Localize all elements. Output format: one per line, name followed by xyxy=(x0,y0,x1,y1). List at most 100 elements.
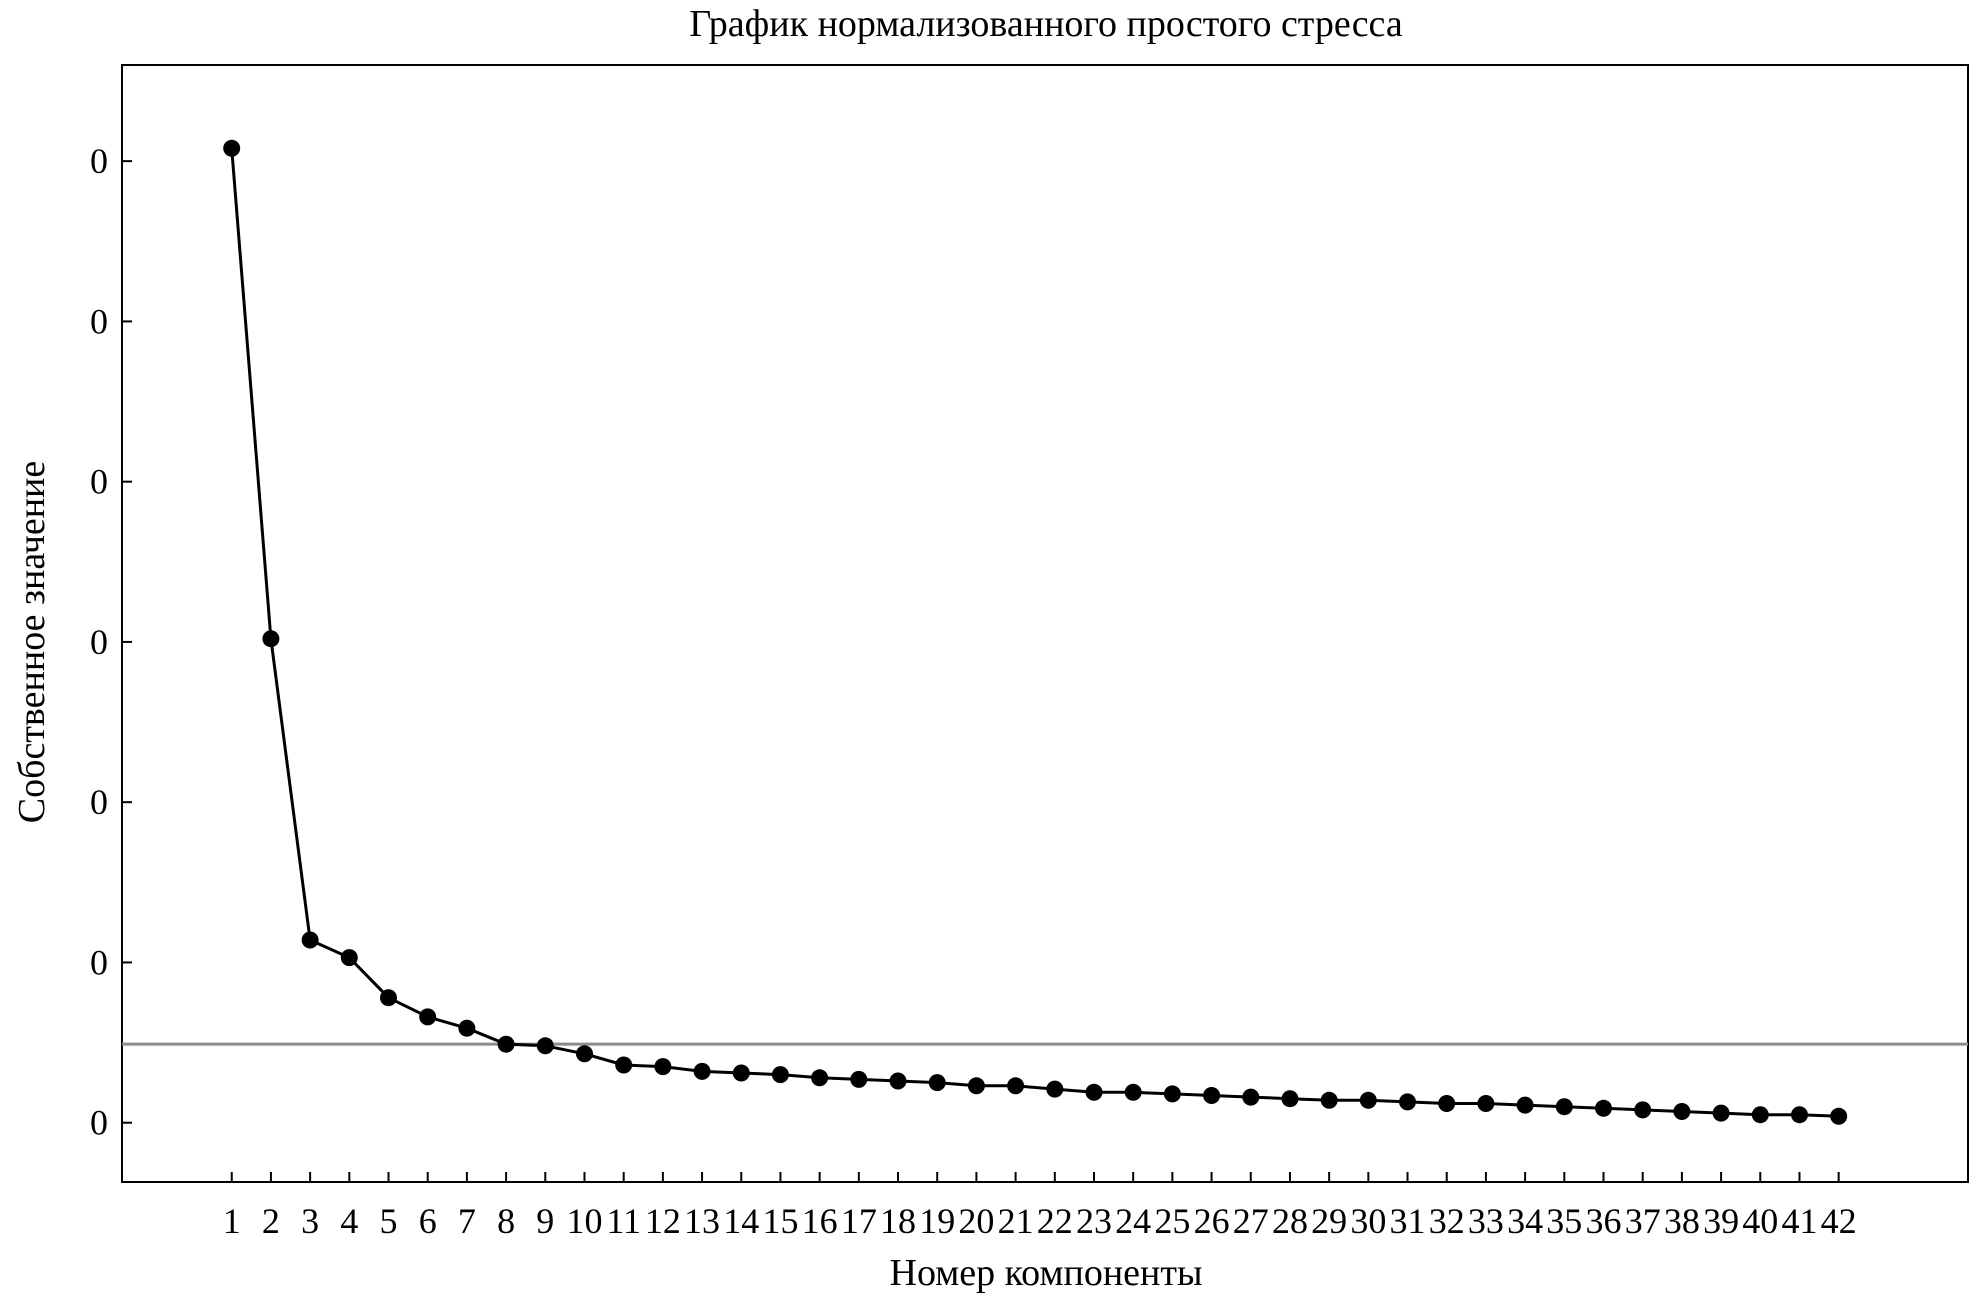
x-tick-label: 34 xyxy=(1507,1201,1543,1241)
data-point xyxy=(1673,1103,1691,1120)
x-tick-label: 32 xyxy=(1429,1201,1465,1241)
x-tick-label: 5 xyxy=(380,1201,398,1241)
data-point xyxy=(1516,1096,1534,1114)
data-point xyxy=(1751,1106,1769,1124)
x-tick-label: 36 xyxy=(1586,1201,1622,1241)
data-point xyxy=(458,1019,476,1037)
data-point xyxy=(223,139,241,157)
data-point xyxy=(811,1069,829,1087)
data-point xyxy=(1830,1107,1848,1125)
data-point xyxy=(654,1058,672,1076)
y-tick-label: 0 xyxy=(90,301,108,341)
x-tick-label: 27 xyxy=(1233,1201,1269,1241)
data-point xyxy=(732,1064,750,1082)
data-point xyxy=(1359,1091,1377,1109)
x-tick-label: 1 xyxy=(223,1201,241,1241)
x-tick-label: 2 xyxy=(262,1201,280,1241)
data-point xyxy=(693,1062,711,1080)
x-tick-label: 25 xyxy=(1154,1201,1190,1241)
y-tick-label: 0 xyxy=(90,622,108,662)
y-axis: 0 0 0 0 0 0 0 xyxy=(90,141,132,1143)
data-point xyxy=(1555,1098,1573,1116)
x-tick-label: 11 xyxy=(606,1201,641,1241)
data-point xyxy=(1438,1095,1456,1112)
y-tick-label: 0 xyxy=(90,141,108,181)
data-point xyxy=(497,1035,515,1053)
data-point xyxy=(536,1037,554,1055)
y-tick-label: 0 xyxy=(90,782,108,822)
x-tick-label: 20 xyxy=(958,1201,994,1241)
data-point xyxy=(615,1056,633,1074)
x-tick-label: 29 xyxy=(1311,1201,1347,1241)
x-tick-label: 18 xyxy=(880,1201,916,1241)
x-tick-label: 6 xyxy=(419,1201,437,1241)
x-tick-label: 7 xyxy=(458,1201,476,1241)
x-tick-label: 17 xyxy=(841,1201,877,1241)
x-tick-label: 41 xyxy=(1781,1201,1817,1241)
data-point xyxy=(771,1066,789,1084)
data-point xyxy=(1320,1091,1338,1109)
data-point xyxy=(1634,1101,1652,1119)
x-axis-label: Номер компоненты xyxy=(890,1252,1203,1294)
x-tick-label: 35 xyxy=(1546,1201,1582,1241)
data-point xyxy=(1477,1095,1495,1112)
x-tick-label: 23 xyxy=(1076,1201,1112,1241)
data-point xyxy=(340,949,358,967)
x-tick-label: 33 xyxy=(1468,1201,1504,1241)
data-point xyxy=(1007,1077,1025,1095)
chart-title: График нормализованного простого стресса xyxy=(689,3,1403,45)
x-tick-label: 40 xyxy=(1742,1201,1778,1241)
x-tick-label: 16 xyxy=(802,1201,838,1241)
x-tick-label: 13 xyxy=(684,1201,720,1241)
data-point xyxy=(262,630,280,648)
series-group xyxy=(223,139,1848,1125)
y-tick-label: 0 xyxy=(90,1103,108,1143)
x-tick-label: 24 xyxy=(1115,1201,1151,1241)
y-tick-label: 0 xyxy=(90,462,108,502)
data-point xyxy=(850,1070,868,1088)
x-tick-label: 9 xyxy=(536,1201,554,1241)
x-tick-label: 12 xyxy=(645,1201,681,1241)
y-axis-label: Собственное значение xyxy=(11,461,53,823)
data-point xyxy=(1399,1093,1416,1111)
x-tick-label: 26 xyxy=(1194,1201,1230,1241)
x-tick-label: 31 xyxy=(1390,1201,1426,1241)
data-point xyxy=(889,1072,907,1090)
x-tick-label: 42 xyxy=(1821,1201,1857,1241)
x-tick-label: 21 xyxy=(998,1201,1034,1241)
data-point xyxy=(419,1008,437,1026)
x-tick-label: 28 xyxy=(1272,1201,1308,1241)
series-line xyxy=(230,148,1839,1118)
x-tick-label: 22 xyxy=(1037,1201,1073,1241)
data-point xyxy=(1712,1104,1730,1122)
data-point xyxy=(380,989,397,1007)
data-point xyxy=(967,1077,985,1095)
x-tick-label: 19 xyxy=(919,1201,955,1241)
data-point xyxy=(1595,1099,1612,1117)
x-tick-label: 30 xyxy=(1350,1201,1386,1241)
data-point xyxy=(1791,1106,1808,1124)
data-point xyxy=(1163,1085,1181,1103)
data-point xyxy=(301,931,319,949)
data-point xyxy=(1242,1088,1260,1106)
x-tick-label: 15 xyxy=(762,1201,798,1241)
x-tick-label: 38 xyxy=(1664,1201,1700,1241)
x-tick-label: 10 xyxy=(566,1201,602,1241)
x-tick-label: 14 xyxy=(723,1201,759,1241)
data-point xyxy=(1085,1083,1103,1101)
data-point xyxy=(1046,1080,1064,1098)
x-tick-label: 4 xyxy=(340,1201,358,1241)
x-tick-label: 8 xyxy=(497,1201,515,1241)
x-tick-label: 37 xyxy=(1625,1201,1661,1241)
data-point xyxy=(1124,1083,1142,1101)
x-tick-label: 3 xyxy=(301,1201,319,1241)
data-point xyxy=(576,1045,593,1063)
x-axis: 1 2 3 4 5 6 7 8 9 10 11 12 13 14 15 16 17 18 19 20 21 22 23 24 2… xyxy=(223,1172,1857,1241)
plot-area-frame xyxy=(121,64,1969,1183)
y-tick-label: 0 xyxy=(90,942,108,982)
data-point xyxy=(928,1074,946,1092)
data-point xyxy=(1281,1090,1299,1108)
x-tick-label: 39 xyxy=(1703,1201,1739,1241)
data-point xyxy=(1203,1087,1221,1104)
